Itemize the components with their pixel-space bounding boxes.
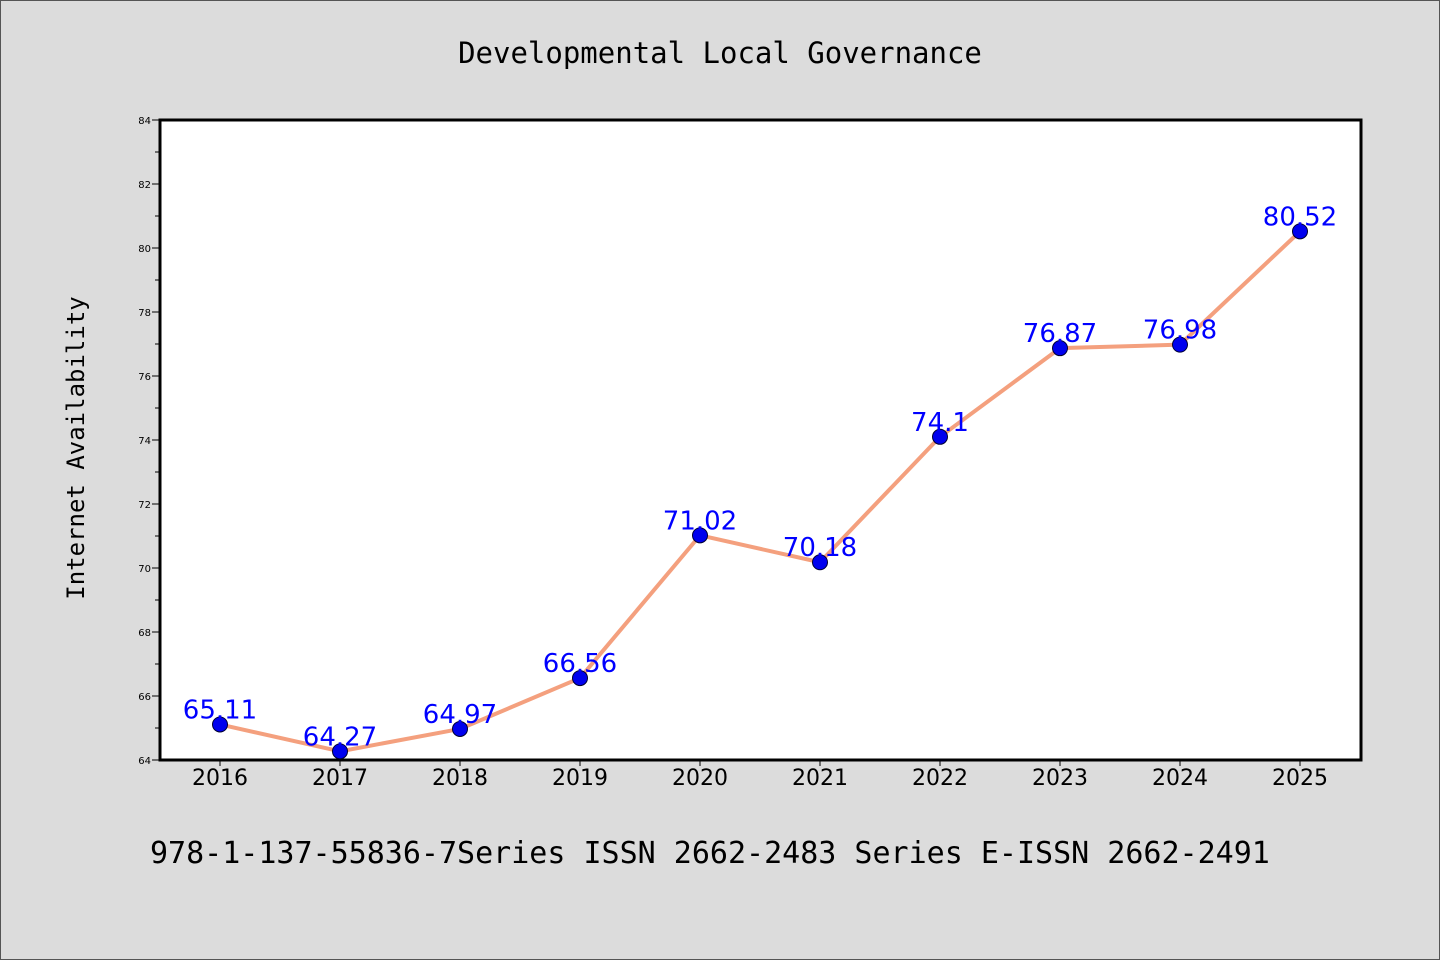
data-point (212, 716, 228, 733)
data-point (572, 670, 588, 687)
x-tick-label: 2021 (792, 766, 848, 791)
y-tick-label: 82 (138, 180, 151, 191)
y-tick-label: 70 (138, 564, 151, 575)
y-tick-label: 80 (138, 244, 151, 255)
y-axis-label: Internet Availability (62, 296, 90, 599)
data-point (812, 554, 828, 571)
data-label: 74.1 (911, 408, 969, 438)
x-tick-label: 2016 (192, 766, 248, 791)
data-point (332, 743, 348, 760)
series-line (218, 229, 1302, 754)
series-group: 65.11 64.27 64.97 66.56 71.02 70.18 74.1 76.87 7… (183, 202, 1337, 760)
x-tick-label: 2025 (1272, 766, 1328, 791)
data-label: 76.98 (1143, 316, 1217, 346)
y-tick-label: 72 (138, 500, 151, 511)
data-point (1052, 340, 1068, 357)
data-point (1172, 336, 1188, 353)
y-tick-label: 76 (138, 372, 151, 383)
x-tick-label: 2023 (1032, 766, 1088, 791)
y-tick-label: 68 (138, 628, 151, 639)
data-label: 76.87 (1023, 319, 1097, 349)
y-tick-label: 66 (138, 692, 151, 703)
x-axis: 2016 2017 2018 2019 2020 2021 2022 2023 2024 2025 (192, 760, 1328, 791)
chart-title: Developmental Local Governance (458, 36, 982, 70)
y-tick-label: 64 (138, 756, 151, 767)
footer-isbn-issn: 978-1-137-55836-7Series ISSN 2662-2483 S… (150, 836, 1270, 871)
y-tick-label: 84 (138, 116, 151, 127)
data-point (692, 527, 708, 544)
x-tick-label: 2019 (552, 766, 608, 791)
data-point (1292, 223, 1308, 240)
data-label: 71.02 (663, 506, 737, 536)
x-tick-label: 2022 (912, 766, 968, 791)
data-label: 64.27 (303, 722, 377, 752)
data-label: 66.56 (543, 649, 617, 679)
data-label: 70.18 (783, 533, 857, 563)
data-label: 65.11 (183, 695, 257, 725)
data-point (932, 428, 948, 445)
y-tick-label: 74 (138, 436, 151, 447)
data-point (452, 720, 468, 737)
y-tick-label: 78 (138, 308, 151, 319)
x-tick-label: 2020 (672, 766, 728, 791)
plot-area (158, 118, 1363, 762)
x-tick-label: 2017 (312, 766, 368, 791)
data-label: 64.97 (423, 700, 497, 730)
y-axis: 64 66 68 70 72 74 76 78 80 82 84 (138, 116, 160, 767)
data-label: 80.52 (1263, 202, 1337, 232)
x-tick-label: 2024 (1152, 766, 1208, 791)
x-tick-label: 2018 (432, 766, 488, 791)
